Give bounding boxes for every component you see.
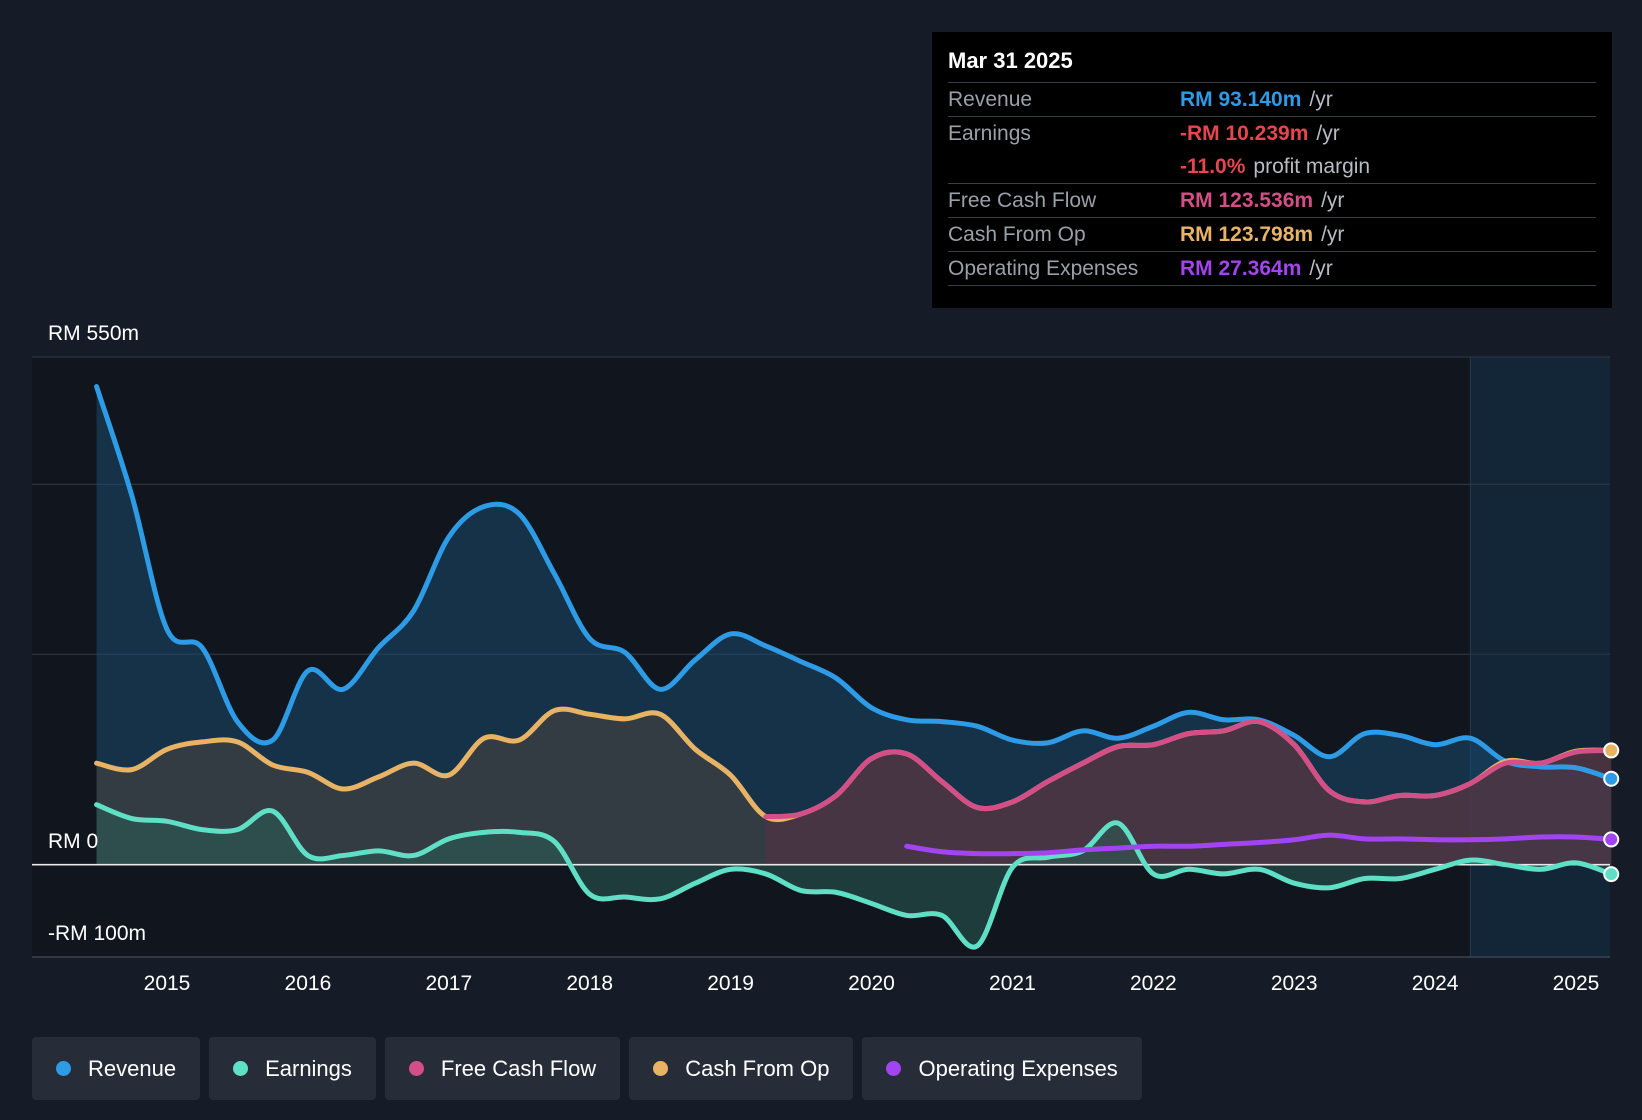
area-free-cash-flow: [765, 721, 1612, 865]
tooltip-row-free-cash-flow: Free Cash Flow RM 123.536m /yr: [948, 184, 1596, 218]
tooltip-panel: Mar 31 2025 Revenue RM 93.140m /yr Earni…: [932, 32, 1612, 308]
x-tick-label: 2017: [425, 972, 472, 995]
legend-item-operating-expenses[interactable]: Operating Expenses: [862, 1037, 1142, 1100]
tooltip-unit: /yr: [1321, 189, 1345, 212]
x-tick-label: 2020: [848, 972, 895, 995]
legend-item-free-cash-flow[interactable]: Free Cash Flow: [384, 1037, 621, 1100]
tooltip-row-revenue: Revenue RM 93.140m /yr: [948, 83, 1596, 117]
tooltip-value: RM 27.364m: [1180, 257, 1302, 280]
legend-label: Free Cash Flow: [440, 1055, 597, 1081]
legend-label: Earnings: [265, 1055, 352, 1081]
line-earnings: [94, 802, 1614, 950]
tooltip-unit: /yr: [1309, 257, 1333, 280]
tooltip-unit: /yr: [1309, 88, 1333, 111]
end-marker-earnings: [1603, 866, 1620, 883]
tooltip-value: RM 93.140m: [1180, 88, 1302, 111]
earnings-dot-icon: [233, 1061, 249, 1076]
tooltip-unit: profit margin: [1253, 155, 1371, 178]
end-marker-revenue: [1603, 770, 1620, 787]
cfo-dot-icon: [653, 1061, 669, 1076]
tooltip-label: [948, 150, 1180, 183]
tooltip-label: Earnings: [948, 122, 1031, 145]
end-marker-cash-from-op: [1603, 742, 1620, 759]
x-tick-label: 2021: [989, 972, 1036, 995]
tooltip-unit: /yr: [1316, 122, 1340, 145]
legend-label: Revenue: [88, 1055, 177, 1081]
tooltip-label: Revenue: [948, 88, 1033, 111]
x-tick-label: 2019: [707, 972, 754, 995]
tooltip-value: RM 123.798m: [1180, 223, 1314, 246]
tooltip-value: RM 123.536m: [1180, 189, 1314, 212]
fcf-dot-icon: [408, 1061, 424, 1076]
legend-item-cash-from-op[interactable]: Cash From Op: [629, 1037, 854, 1100]
y-axis-label: RM 0: [48, 830, 98, 853]
legend-item-earnings[interactable]: Earnings: [209, 1037, 376, 1100]
tooltip-row-earnings: Earnings -RM 10.239m /yr: [948, 117, 1596, 150]
tooltip-value: -RM 10.239m: [1180, 122, 1309, 145]
legend-item-revenue[interactable]: Revenue: [32, 1037, 201, 1100]
y-axis-label: RM 550m: [48, 322, 139, 345]
x-tick-label: 2022: [1130, 972, 1177, 995]
x-tick-label: 2018: [566, 972, 613, 995]
area-earnings: [96, 804, 1612, 948]
opex-dot-icon: [886, 1061, 902, 1076]
end-marker-operating-expenses: [1603, 831, 1620, 848]
tooltip-row-operating-expenses: Operating Expenses RM 27.364m /yr: [948, 252, 1596, 286]
revenue-dot-icon: [56, 1061, 71, 1076]
legend-label: Operating Expenses: [918, 1055, 1118, 1081]
line-free-cash-flow: [763, 718, 1614, 820]
tooltip-label: Free Cash Flow: [948, 189, 1097, 212]
x-tick-label: 2023: [1271, 972, 1318, 995]
x-tick-label: 2015: [144, 972, 191, 995]
y-axis-label: -RM 100m: [48, 922, 146, 945]
tooltip-row-cash-from-op: Cash From Op RM 123.798m /yr: [948, 218, 1596, 252]
tooltip-label: Cash From Op: [948, 223, 1086, 246]
x-tick-label: 2025: [1553, 972, 1600, 995]
line-operating-expenses: [904, 832, 1614, 857]
tooltip-row-profit-margin: -11.0% profit margin: [948, 150, 1596, 184]
x-tick-label: 2016: [285, 972, 332, 995]
tooltip-unit: /yr: [1321, 223, 1345, 246]
tooltip-label: Operating Expenses: [948, 257, 1139, 280]
x-tick-label: 2024: [1412, 972, 1459, 995]
legend: Revenue Earnings Free Cash Flow Cash Fro…: [32, 1037, 1151, 1100]
tooltip-value: -11.0%: [1180, 155, 1246, 178]
line-revenue: [94, 384, 1614, 782]
tooltip-date: Mar 31 2025: [948, 46, 1596, 83]
legend-label: Cash From Op: [685, 1055, 830, 1081]
